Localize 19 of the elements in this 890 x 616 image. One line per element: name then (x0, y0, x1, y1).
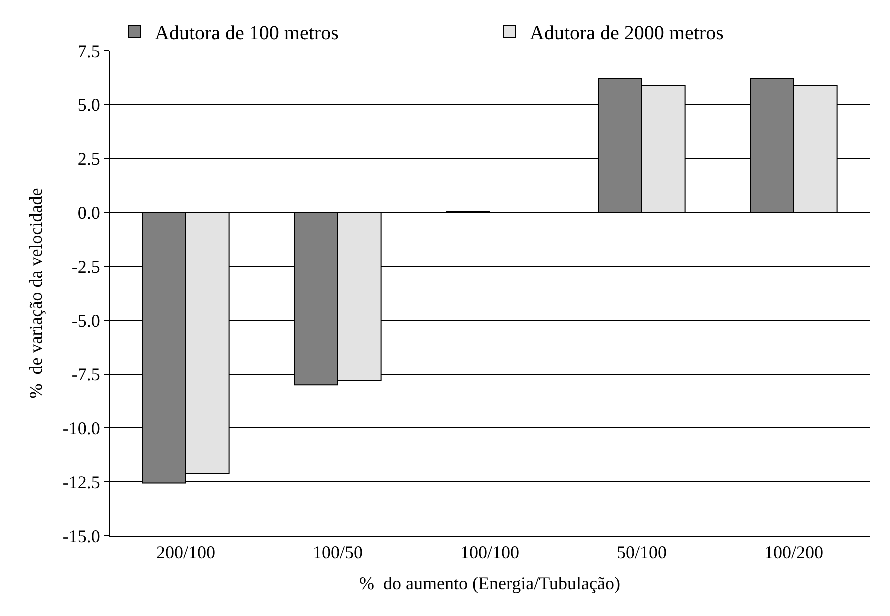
legend-label: Adutora de 100 metros (155, 22, 340, 44)
legend-label: Adutora de 2000 metros (530, 22, 724, 44)
y-tick-label: 2.5 (78, 149, 100, 170)
y-tick-label: -10.0 (62, 418, 100, 439)
y-tick-label: -12.5 (62, 472, 100, 492)
y-axis-title: % de variação da velocidade (26, 188, 46, 399)
x-axis-title: % do aumento (Energia/Tubulação) (360, 574, 620, 594)
y-tick-label: -15.0 (62, 526, 100, 546)
y-tick-label: -5.0 (72, 310, 100, 331)
x-tick-label: 200/100 (156, 542, 216, 563)
x-tick-label: 50/100 (616, 542, 668, 563)
y-tick-label: 0.0 (78, 202, 100, 223)
y-tick-label: 5.0 (78, 95, 100, 116)
y-tick-label: -2.5 (72, 256, 100, 277)
y-tick-label: -7.5 (72, 364, 100, 385)
x-tick-label: 100/200 (764, 542, 824, 563)
y-tick-label: 7.5 (78, 41, 100, 62)
x-tick-label: 100/50 (312, 542, 364, 563)
x-tick-label: 100/100 (460, 542, 520, 563)
